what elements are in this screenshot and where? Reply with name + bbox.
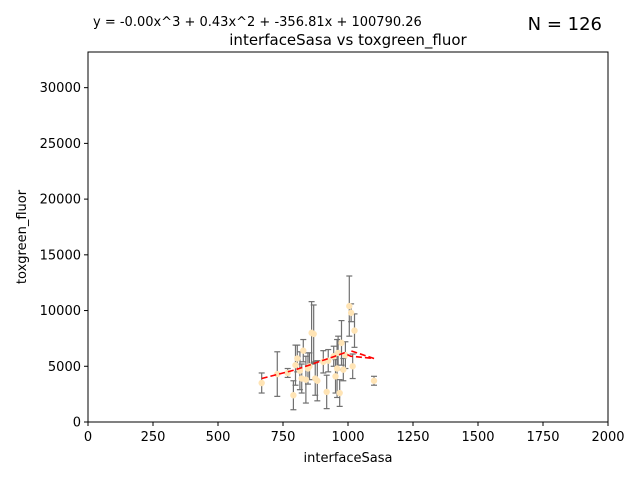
data-point <box>336 389 343 397</box>
data-point <box>338 339 345 347</box>
x-tick-label: 500 <box>206 430 231 445</box>
data-point <box>300 347 307 354</box>
sample-count: N = 126 <box>528 14 602 35</box>
data-point <box>314 377 321 384</box>
y-tick-label: 10000 <box>40 304 81 319</box>
y-tick-label: 20000 <box>40 193 81 208</box>
data-point <box>349 363 356 370</box>
data-point <box>310 330 317 338</box>
x-tick-label: 1000 <box>331 430 364 445</box>
y-axis: 0 5000 10000 15000 20000 25000 30000 <box>40 81 88 431</box>
chart-title: interfaceSasa vs toxgreen_fluor <box>229 31 467 50</box>
y-axis-label: toxgreen_fluor <box>15 189 30 284</box>
data-point <box>325 357 332 364</box>
x-tick-label: 750 <box>271 430 296 445</box>
y-tick-label: 15000 <box>40 248 81 263</box>
data-point <box>351 327 358 334</box>
data-point <box>306 363 313 370</box>
x-axis-label: interfaceSasa <box>304 451 393 466</box>
data-point <box>332 373 339 380</box>
data-marks <box>258 275 378 411</box>
x-tick-label: 2000 <box>591 430 624 445</box>
x-tick-label: 1500 <box>461 430 494 445</box>
data-point <box>340 366 347 373</box>
data-point <box>323 388 330 396</box>
y-tick-label: 0 <box>73 416 81 431</box>
data-point <box>370 377 378 384</box>
fit-equation: y = -0.00x^3 + 0.43x^2 + -356.81x + 1007… <box>93 15 422 30</box>
x-tick-label: 250 <box>141 430 166 445</box>
data-point <box>292 361 299 369</box>
data-point <box>290 392 297 399</box>
data-point <box>258 379 265 387</box>
data-point <box>333 365 341 372</box>
data-point <box>347 309 355 316</box>
x-tick-label: 1750 <box>526 430 559 445</box>
data-point <box>346 302 353 310</box>
x-axis: 0 250 500 750 1000 1250 1500 1750 2000 <box>84 422 625 445</box>
data-point <box>302 376 310 383</box>
y-tick-label: 25000 <box>40 137 81 152</box>
x-tick-label: 0 <box>84 430 92 445</box>
y-tick-label: 5000 <box>48 360 81 375</box>
x-tick-label: 1250 <box>396 430 429 445</box>
plot-frame <box>87 51 609 423</box>
y-tick-label: 30000 <box>40 81 81 96</box>
fit-line <box>261 349 375 380</box>
data-point <box>294 355 301 362</box>
